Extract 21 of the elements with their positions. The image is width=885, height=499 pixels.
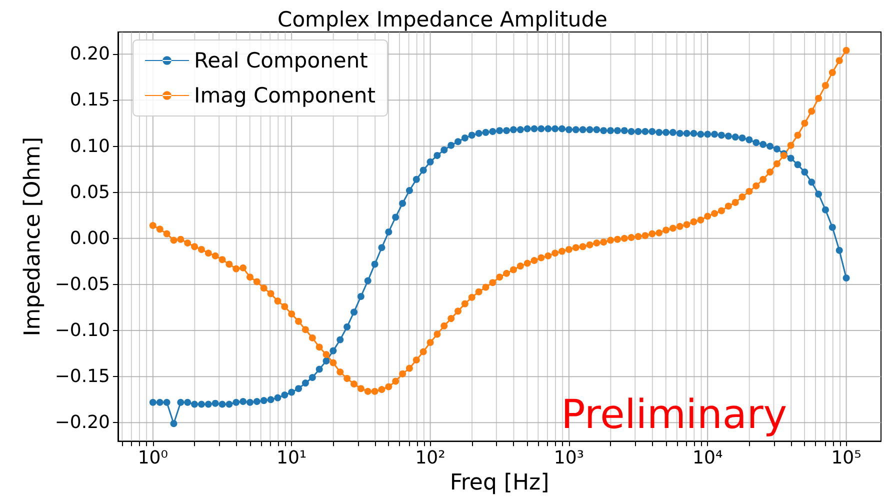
x-tick-label: 10³ xyxy=(554,448,584,469)
y-tick-label: −0.05 xyxy=(54,274,110,295)
y-tick-label: −0.20 xyxy=(54,412,110,434)
y-tick-label: −0.15 xyxy=(54,366,110,388)
x-tick-label: 10² xyxy=(415,448,446,469)
legend-label: Real Component xyxy=(194,48,368,72)
x-axis-title: Freq [Hz] xyxy=(450,470,550,496)
y-tick-label: 0.20 xyxy=(70,44,110,65)
y-axis-title: Impedance [Ohm] xyxy=(20,136,46,336)
x-tick-label: 10¹ xyxy=(276,448,307,469)
legend-label: Imag Component xyxy=(194,84,376,108)
annotation: Preliminary xyxy=(561,392,788,438)
y-tick-label: 0.15 xyxy=(70,90,110,111)
y-tick-label: 0.10 xyxy=(70,136,110,157)
x-tick-label: 10⁴ xyxy=(692,448,723,469)
chart-title: Complex Impedance Amplitude xyxy=(278,8,608,32)
x-tick-label: 10⁵ xyxy=(831,448,862,469)
y-tick-label: −0.10 xyxy=(54,320,110,342)
x-tick-label: 10⁰ xyxy=(138,448,168,469)
y-tick-label: 0.00 xyxy=(70,228,110,249)
y-tick-label: 0.05 xyxy=(70,182,110,203)
